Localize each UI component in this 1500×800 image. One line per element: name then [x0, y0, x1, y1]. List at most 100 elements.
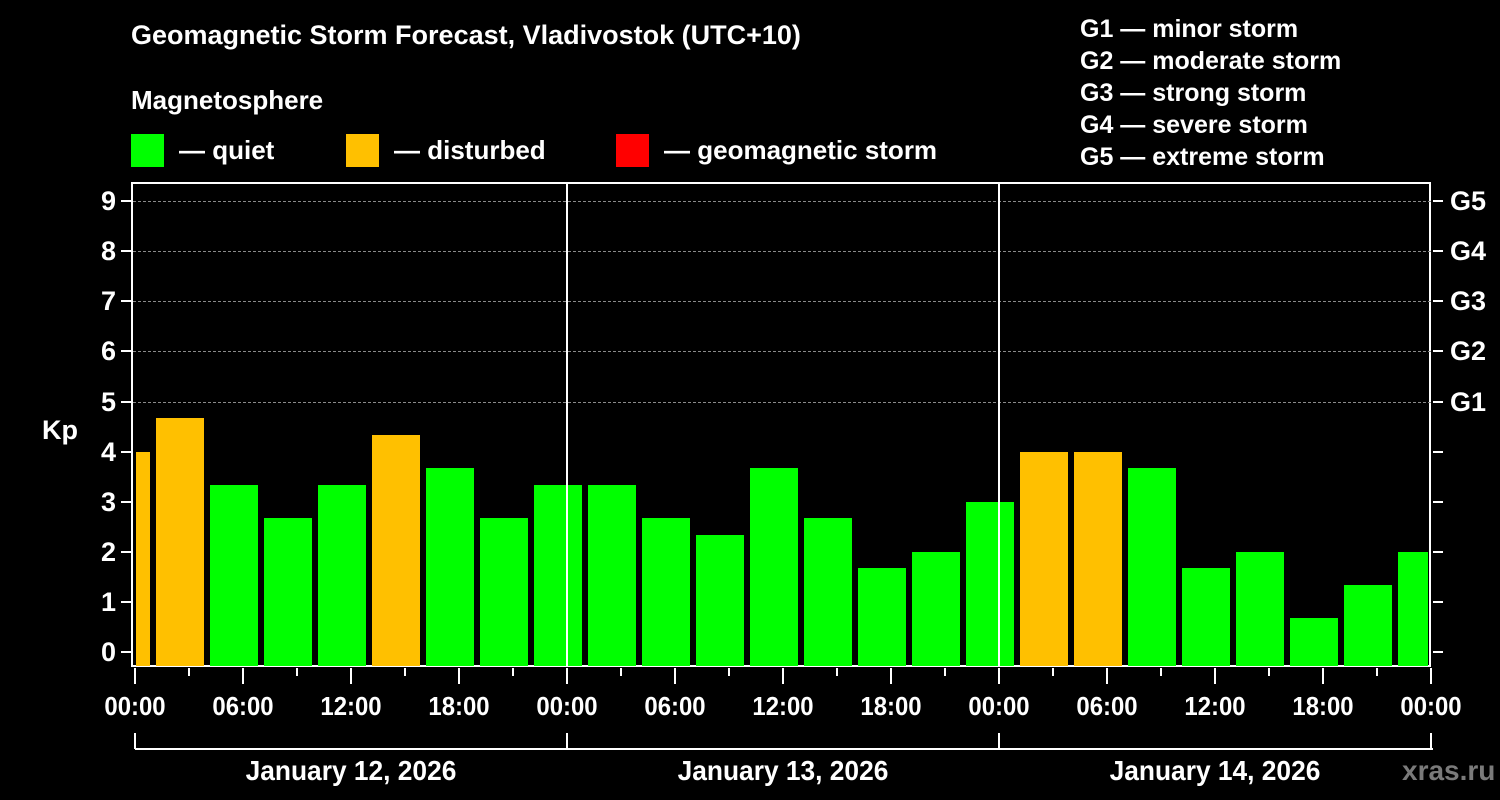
- x-tick: [1160, 668, 1162, 676]
- g-scale-item: G4 — severe storm: [1080, 111, 1308, 139]
- x-tick-label: 18:00: [428, 691, 490, 721]
- right-tick: [1433, 400, 1443, 403]
- x-tick-label: 12:00: [752, 691, 814, 721]
- y-tick: [121, 350, 131, 353]
- gridline: [133, 301, 1431, 303]
- gridline: [133, 201, 1431, 203]
- y-tick-label: 1: [100, 586, 116, 617]
- g-scale-item: G3 — strong storm: [1080, 79, 1307, 107]
- legend-label: — quiet: [179, 134, 275, 165]
- x-tick: [1268, 668, 1270, 676]
- kp-bar: [1344, 585, 1392, 666]
- x-tick: [1214, 668, 1216, 684]
- kp-bar: [426, 468, 474, 666]
- legend-label: — disturbed: [394, 134, 546, 165]
- legend-item-storm: — geomagnetic storm: [616, 133, 937, 167]
- kp-bar: [1398, 551, 1428, 666]
- kp-bar: [480, 518, 528, 666]
- x-tick-label: 18:00: [1292, 691, 1354, 721]
- x-tick-label: 18:00: [860, 691, 922, 721]
- right-tick: [1433, 300, 1443, 303]
- x-tick: [458, 668, 460, 684]
- kp-bar: [1128, 468, 1176, 666]
- kp-bar: [210, 485, 258, 666]
- x-tick-label: 12:00: [320, 691, 382, 721]
- kp-bar: [372, 435, 420, 666]
- right-tick: [1433, 550, 1443, 553]
- x-tick: [1322, 668, 1324, 684]
- y-tick: [121, 250, 131, 253]
- x-tick: [674, 668, 676, 684]
- kp-bar: [156, 418, 204, 666]
- g-level-label: G5: [1450, 186, 1487, 217]
- day-divider: [566, 182, 568, 666]
- y-tick: [121, 600, 131, 603]
- x-tick-label: 12:00: [1184, 691, 1246, 721]
- legend-item-quiet: — quiet: [131, 133, 274, 167]
- watermark: xras.ru: [1402, 755, 1496, 786]
- x-tick-label: 00:00: [968, 691, 1030, 721]
- y-tick: [121, 550, 131, 553]
- day-divider: [998, 182, 1000, 666]
- x-tick-label: 00:00: [104, 691, 166, 721]
- kp-bar: [1182, 568, 1230, 666]
- date-bracket-tick: [566, 733, 568, 749]
- g-scale-item: G2 — moderate storm: [1080, 47, 1342, 75]
- right-tick: [1433, 651, 1443, 653]
- x-tick: [296, 668, 298, 676]
- g-scale-key: G1 — minor storm G2 — moderate storm G3 …: [1080, 13, 1341, 173]
- kp-bar: [1236, 551, 1284, 666]
- x-tick: [1106, 668, 1108, 684]
- x-tick: [782, 668, 784, 684]
- quiet-swatch-icon: [131, 133, 164, 167]
- x-tick: [350, 668, 352, 684]
- kp-bar: [136, 451, 150, 666]
- x-tick-label: 00:00: [536, 691, 598, 721]
- date-label: January 13, 2026: [677, 755, 889, 786]
- right-tick: [1433, 200, 1443, 203]
- plot-area: [131, 182, 1431, 667]
- date-label: January 12, 2026: [245, 755, 457, 786]
- kp-bar: [696, 535, 744, 666]
- x-tick-label: 06:00: [212, 691, 274, 721]
- g-scale-item: G1 — minor storm: [1080, 15, 1299, 43]
- right-tick: [1433, 350, 1443, 353]
- g-level-label: G3: [1450, 286, 1487, 317]
- right-tick: [1433, 500, 1443, 503]
- x-tick: [620, 668, 622, 676]
- g-level-label: G4: [1450, 236, 1487, 267]
- storm-swatch-icon: [616, 133, 649, 167]
- y-tick-label: 4: [100, 436, 116, 467]
- date-bracket-tick: [998, 733, 1000, 749]
- kp-bar: [750, 468, 798, 666]
- x-tick: [404, 668, 406, 676]
- y-tick-label: 7: [100, 286, 116, 317]
- x-tick-label: 06:00: [644, 691, 706, 721]
- right-tick: [1433, 600, 1443, 603]
- x-tick: [998, 668, 1000, 684]
- y-axis-label: Kp: [42, 415, 78, 445]
- x-tick-label: 06:00: [1076, 691, 1138, 721]
- g-scale-item: G5 — extreme storm: [1080, 143, 1325, 171]
- g-level-label: G2: [1450, 336, 1487, 367]
- chart-title: Geomagnetic Storm Forecast, Vladivostok …: [131, 20, 801, 50]
- x-tick: [1430, 668, 1432, 684]
- gridline: [133, 251, 1431, 253]
- x-tick: [1376, 668, 1378, 676]
- y-tick-label: 2: [100, 536, 116, 567]
- y-tick: [121, 450, 131, 453]
- kp-bar: [642, 518, 690, 666]
- gridline: [133, 351, 1431, 353]
- kp-bar: [318, 485, 366, 666]
- y-tick: [121, 300, 131, 303]
- date-bracket: [135, 748, 1433, 750]
- y-tick-label: 6: [100, 336, 116, 367]
- x-tick: [944, 668, 946, 676]
- kp-bar: [1290, 618, 1338, 666]
- y-tick-label: 3: [100, 486, 116, 517]
- gridline: [133, 401, 1431, 403]
- right-tick: [1433, 250, 1443, 253]
- x-tick: [242, 668, 244, 684]
- y-tick-label: 8: [100, 236, 116, 267]
- kp-bar: [534, 485, 582, 666]
